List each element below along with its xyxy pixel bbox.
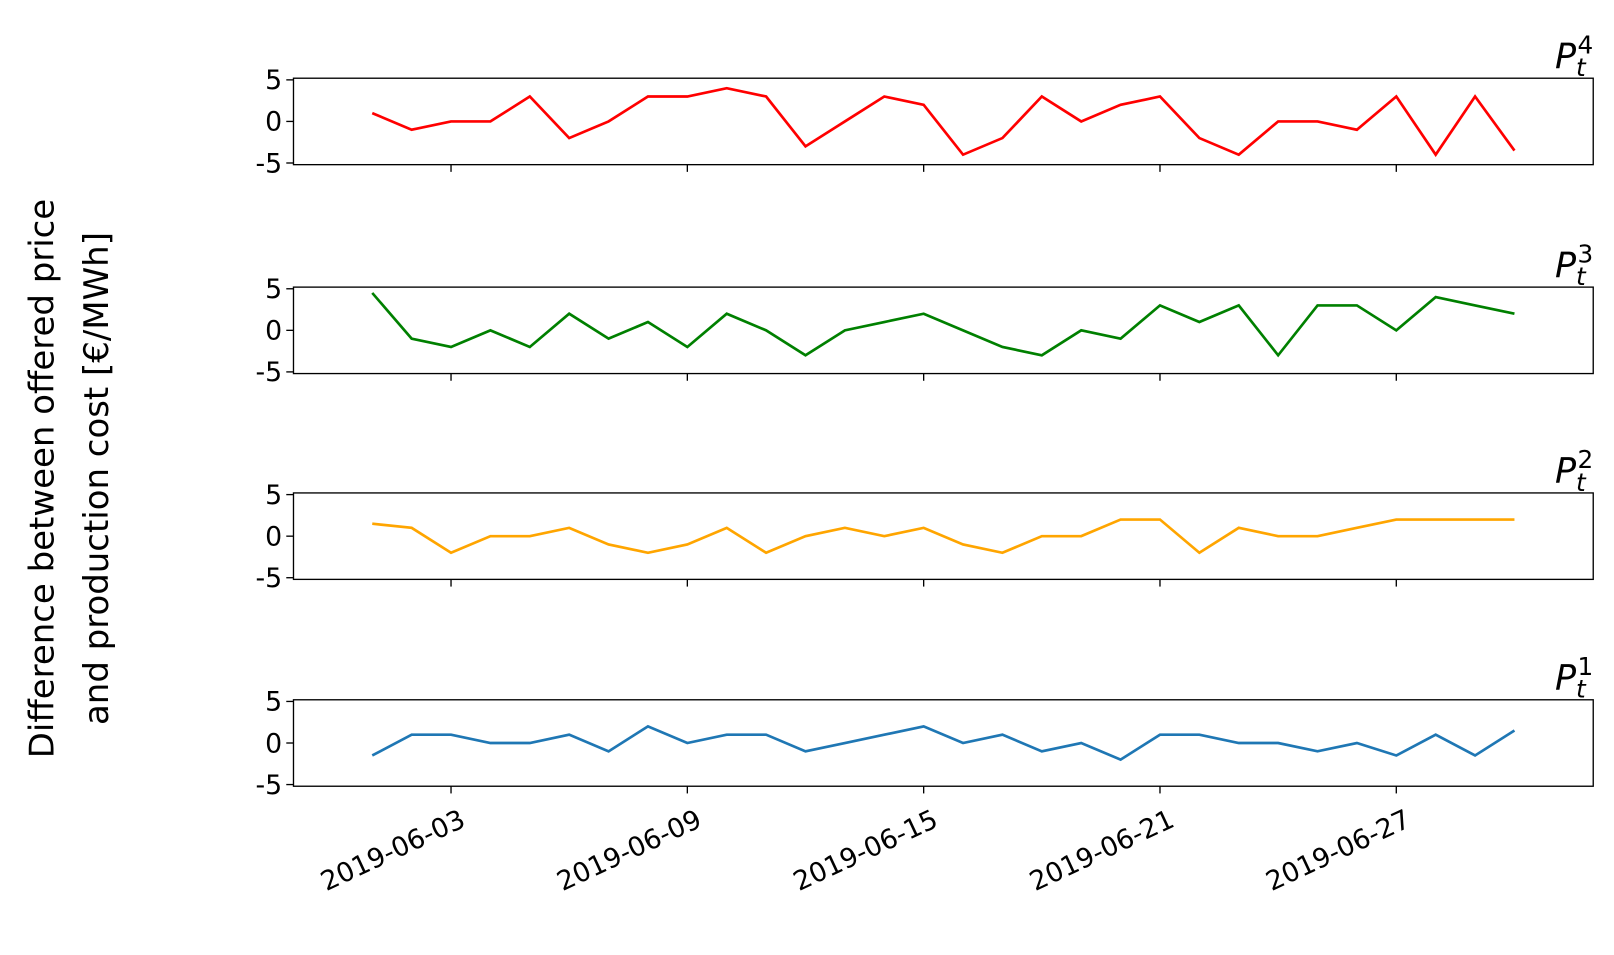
y-axis-label: and production cost [€/MWh] [77,232,117,725]
title-subscript: t [1576,468,1587,497]
axes-frame [292,699,1594,787]
y-tick-label: 0 [265,728,282,759]
y-tick-label: 0 [265,521,282,552]
title-base: P [1555,246,1577,286]
series-line [372,518,1515,555]
y-tick-label: 0 [265,107,282,138]
y-tick-label: 5 [265,274,282,305]
x-tick-label: 2019-06-21 [1025,804,1179,898]
y-tick-label: 5 [265,687,282,718]
x-tick-label: 2019-06-27 [1261,804,1415,898]
y-tick-label: -5 [255,148,282,179]
y-tick-label: -5 [255,770,282,801]
series-line [371,724,1516,762]
title-superscript: 3 [1578,239,1594,268]
x-tick-label: 2019-06-09 [552,804,706,898]
title-base: P [1555,658,1577,698]
y-tick-label: 5 [265,65,282,96]
panel-title: Pt4 [1555,31,1593,83]
y-tick-label: -5 [255,357,282,388]
axes-frame [292,286,1594,375]
series-line [371,86,1516,158]
panel-title: Pt1 [1555,652,1593,704]
axes-frame [292,492,1594,581]
y-tick-label: 0 [265,316,282,347]
axes-frame [292,77,1594,166]
title-superscript: 4 [1578,31,1594,60]
title-superscript: 2 [1578,445,1594,474]
title-base: P [1555,452,1577,492]
title-subscript: t [1576,53,1587,82]
title-subscript: t [1576,262,1587,291]
x-tick-label: 2019-06-15 [789,804,943,898]
y-axis-label: Difference between offered price [23,199,63,758]
y-tick-label: 5 [265,480,282,511]
panel-title: Pt3 [1555,239,1593,291]
panel-title: Pt2 [1555,445,1593,497]
title-base: P [1555,37,1577,77]
y-tick-label: -5 [255,563,282,594]
title-superscript: 1 [1578,652,1594,681]
series-line [371,292,1515,358]
x-tick-label: 2019-06-03 [316,804,470,898]
title-subscript: t [1576,675,1587,704]
